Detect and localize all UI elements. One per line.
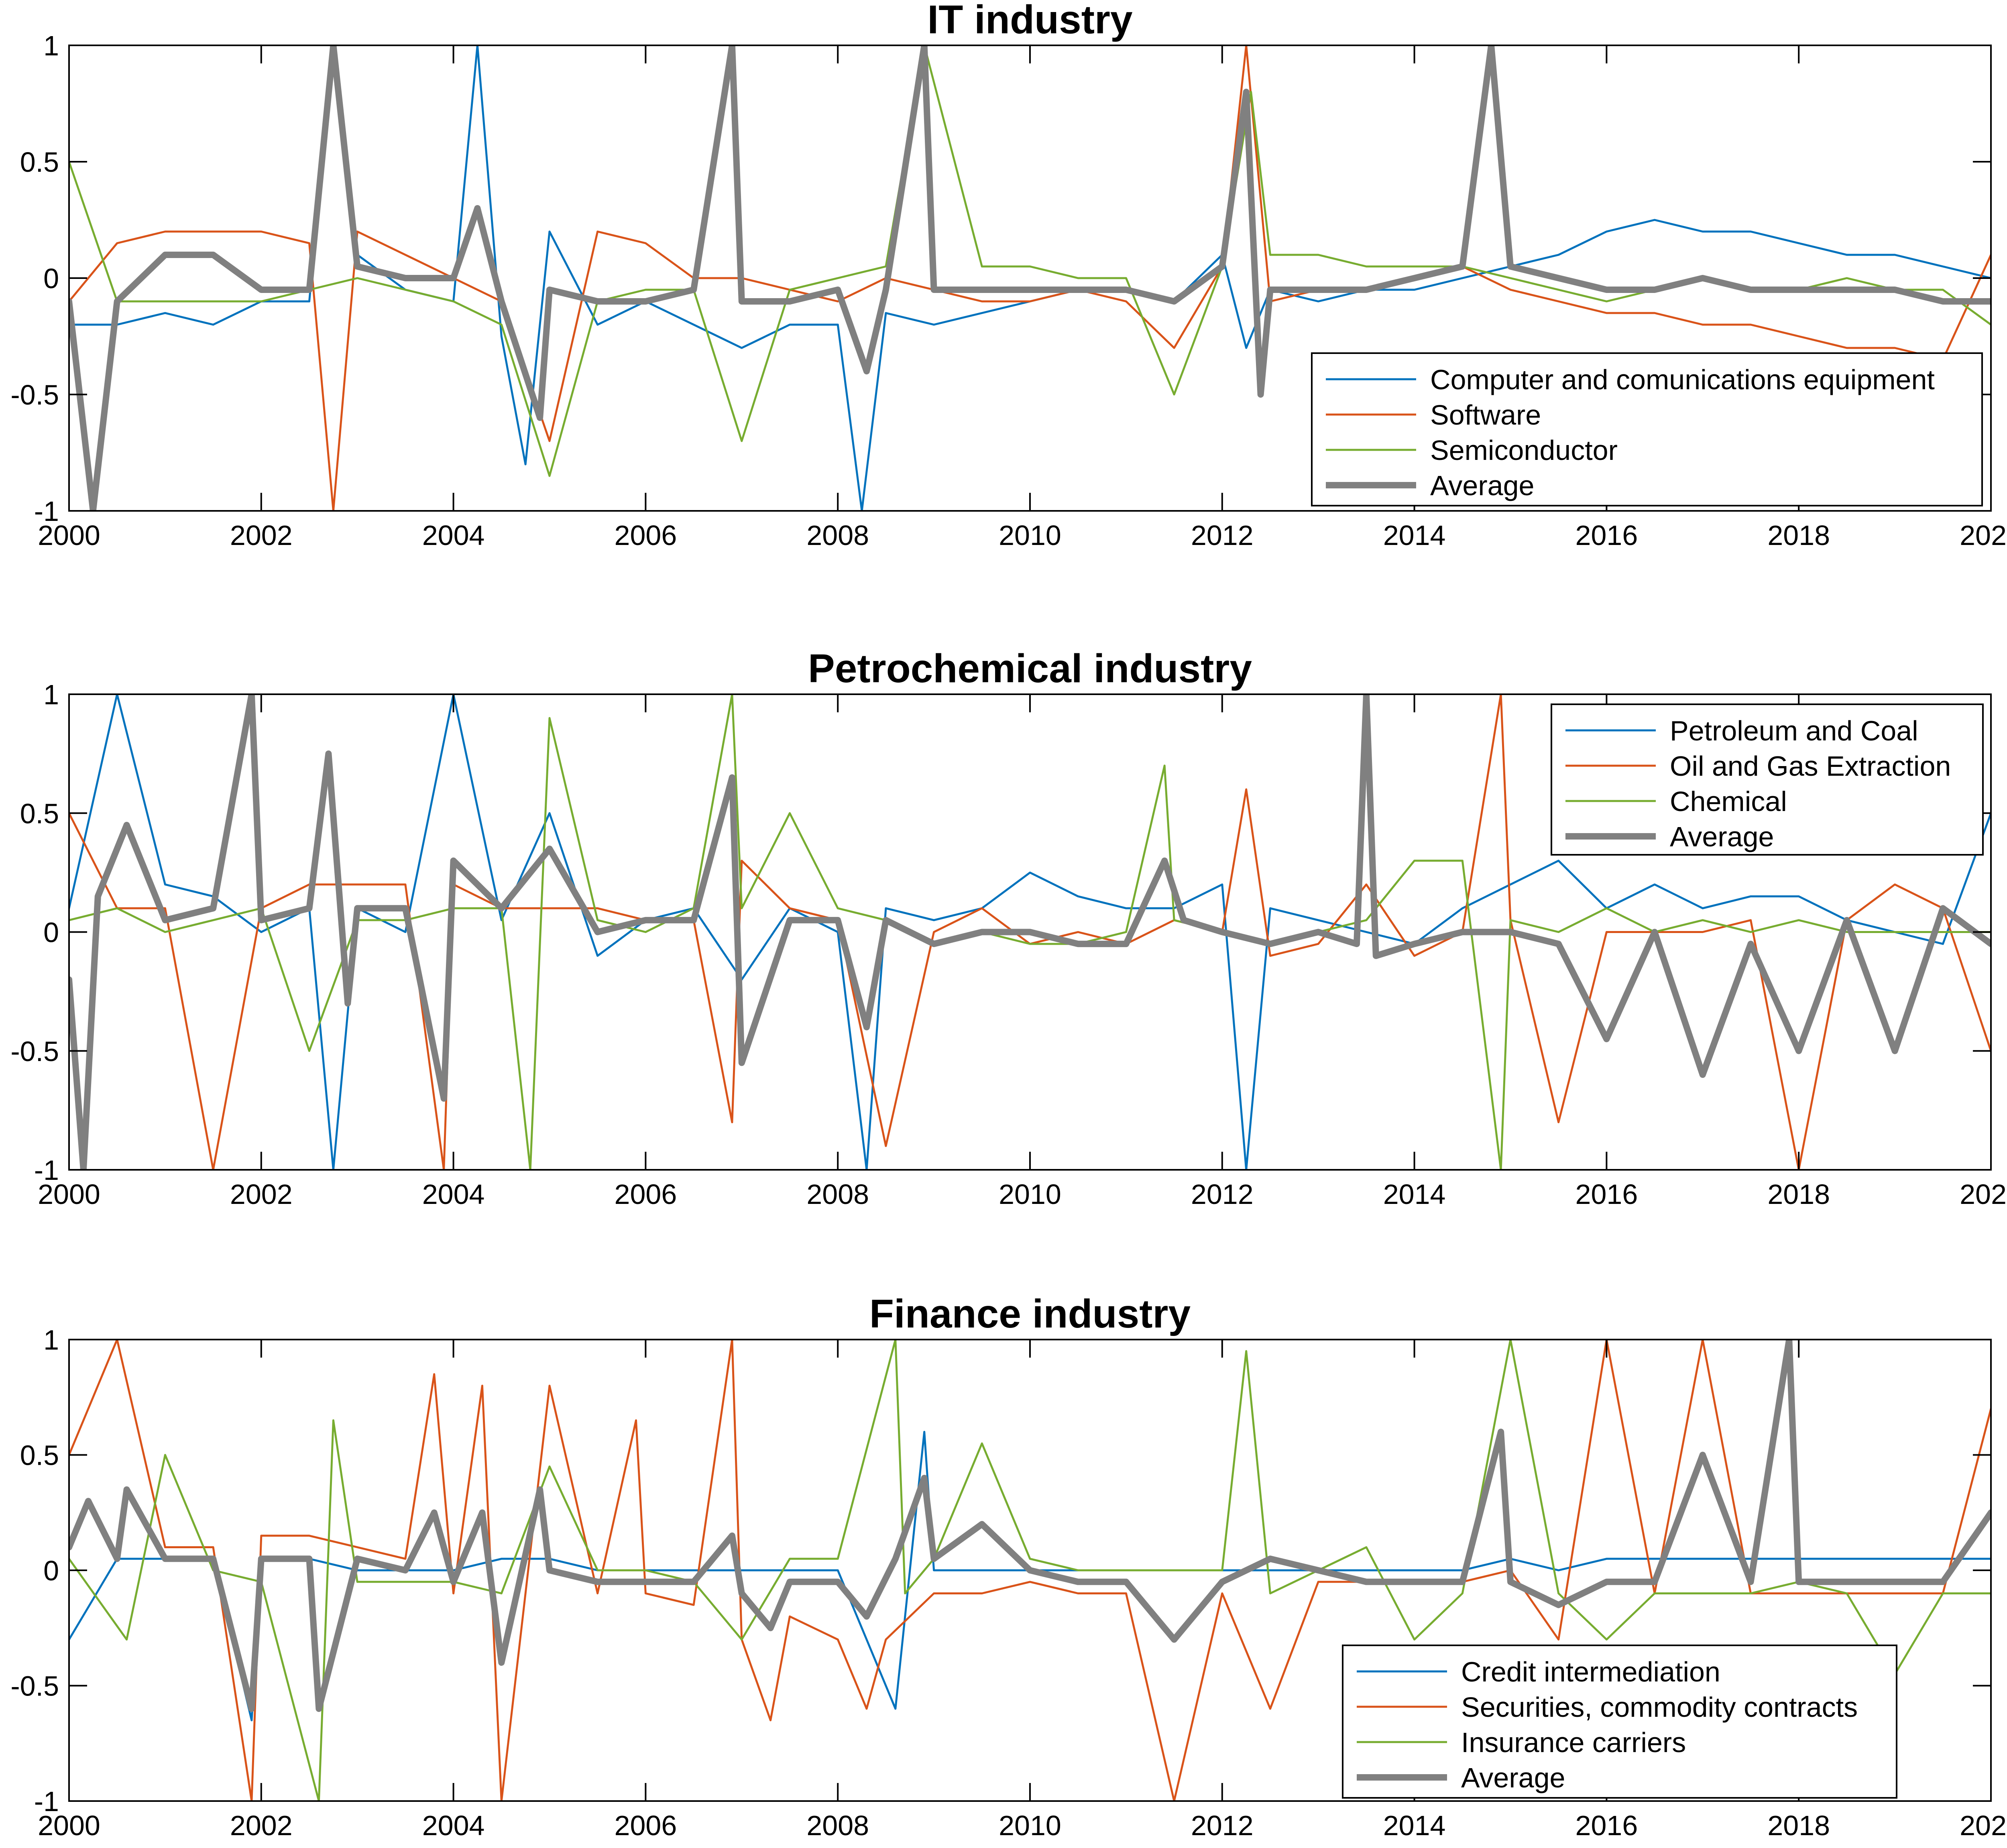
x-tick-label: 2010: [999, 520, 1061, 551]
y-tick-label: 0.5: [20, 798, 59, 829]
series-line-average: [69, 1340, 1991, 1712]
x-tick-label: 2014: [1383, 1179, 1446, 1210]
x-tick-label: 2018: [1767, 520, 1830, 551]
x-tick-label: 2016: [1575, 1179, 1638, 1210]
x-tick-label: 2008: [806, 1810, 869, 1841]
y-tick-label: 1: [43, 1324, 59, 1356]
chart-title: Finance industry: [869, 1291, 1191, 1336]
x-tick-label: 2000: [38, 1810, 100, 1841]
chart-panel-3: Finance industry 2000 2002 2004 2006 2008 2010…: [10, 1291, 2007, 1841]
series-group: [69, 45, 1991, 511]
legend: Computer and comunications equipment Soft…: [1311, 352, 1983, 506]
x-tick-label: 2004: [422, 520, 485, 551]
chart-panel-1: IT industry 2000 2002 2004 2006 2008 2010 2012 2…: [10, 0, 2007, 551]
x-tick-label: 2012: [1191, 520, 1254, 551]
x-tick-label: 2020: [1960, 1810, 2007, 1841]
legend-box: [1311, 352, 1983, 506]
legend-label: Computer and comunications equipment: [1430, 364, 1935, 395]
legend: Credit intermediation Securities, commodi…: [1342, 1645, 1897, 1799]
x-tick-label: 2008: [806, 520, 869, 551]
x-tick-label: 2010: [999, 1179, 1061, 1210]
legend-label: Average: [1670, 821, 1774, 852]
legend: Petroleum and Coal Oil and Gas Extraction…: [1551, 703, 1984, 856]
y-tick-label: -0.5: [10, 1036, 59, 1067]
series-line-insurance-carriers: [69, 1340, 1991, 1801]
y-tick-label: 0: [43, 263, 59, 294]
x-tick-label: 2012: [1191, 1810, 1254, 1841]
y-tick-label: 1: [43, 679, 59, 710]
legend-label: Oil and Gas Extraction: [1670, 750, 1951, 782]
series-line-chemical: [69, 694, 1991, 1170]
x-tick-label: 2010: [999, 1810, 1061, 1841]
x-tick-label: 2012: [1191, 1179, 1254, 1210]
x-tick-label: 2006: [615, 520, 677, 551]
chart-title: Petrochemical industry: [808, 646, 1252, 691]
x-tick-label: 2002: [230, 1179, 293, 1210]
series-group: [69, 694, 1991, 1170]
x-tick-label: 2018: [1767, 1810, 1830, 1841]
series-line-software: [69, 45, 1991, 511]
x-tick-label: 2000: [38, 1179, 100, 1210]
x-tick-label: 2006: [615, 1810, 677, 1841]
series-line-petroleum-and-coal: [69, 694, 1991, 1170]
x-tick-label: 2000: [38, 520, 100, 551]
legend-label: Software: [1430, 399, 1541, 431]
legend-label: Chemical: [1670, 786, 1787, 817]
y-tick-label: 0: [43, 1555, 59, 1586]
charts-container: IT industry 2000 2002 2004 2006 2008 2010 2012 2…: [10, 0, 2007, 1841]
x-tick-label: 2016: [1575, 520, 1638, 551]
legend-label: Average: [1430, 470, 1534, 501]
y-tick-label: -0.5: [10, 379, 59, 411]
x-tick-label: 2020: [1960, 1179, 2007, 1210]
legend-label: Semiconductor: [1430, 435, 1618, 466]
x-tick-label: 2014: [1383, 520, 1446, 551]
y-tick-label: 1: [43, 30, 59, 61]
legend-label: Securities, commodity contracts: [1461, 1691, 1858, 1723]
y-tick-label: -1: [34, 1786, 59, 1817]
x-tick-label: 2004: [422, 1810, 485, 1841]
x-tick-label: 2018: [1767, 1179, 1830, 1210]
y-tick-label: -1: [34, 1155, 59, 1186]
y-tick-label: -0.5: [10, 1671, 59, 1702]
legend-label: Credit intermediation: [1461, 1656, 1720, 1687]
legend-label: Average: [1461, 1762, 1565, 1793]
series-line-average: [69, 694, 1991, 1170]
y-tick-label: 0: [43, 917, 59, 948]
x-tick-label: 2016: [1575, 1810, 1638, 1841]
x-tick-label: 2006: [615, 1179, 677, 1210]
y-tick-label: -1: [34, 496, 59, 527]
series-line-securities-commodity-contracts: [69, 1340, 1991, 1801]
legend-label: Petroleum and Coal: [1670, 715, 1918, 746]
series-group: [69, 1340, 1991, 1801]
x-tick-label: 2008: [806, 1179, 869, 1210]
legend-label: Insurance carriers: [1461, 1727, 1686, 1758]
x-tick-label: 2002: [230, 1810, 293, 1841]
y-tick-label: 0.5: [20, 1440, 59, 1471]
x-tick-label: 2020: [1960, 520, 2007, 551]
chart-panel-2: Petrochemical industry 2000 2002 2004 2006 20…: [10, 646, 2007, 1210]
x-tick-label: 2002: [230, 520, 293, 551]
y-tick-label: 0.5: [20, 146, 59, 178]
chart-title: IT industry: [927, 0, 1133, 42]
x-tick-label: 2014: [1383, 1810, 1446, 1841]
series-line-average: [69, 45, 1991, 511]
x-tick-label: 2004: [422, 1179, 485, 1210]
